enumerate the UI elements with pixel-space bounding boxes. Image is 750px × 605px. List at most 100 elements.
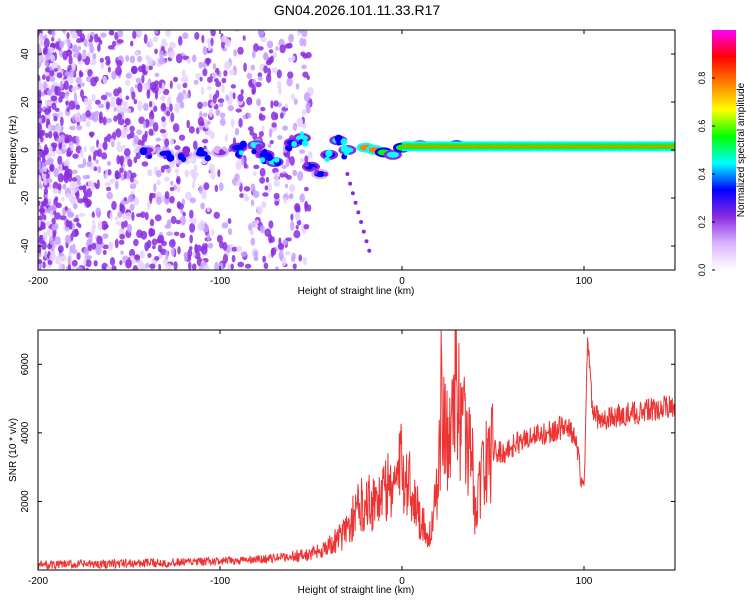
noise-speckle	[175, 53, 183, 64]
ridge-blob	[301, 139, 309, 147]
noise-speckle	[76, 266, 83, 270]
noise-speckle	[97, 220, 103, 231]
noise-speckle	[149, 263, 156, 269]
noise-speckle	[53, 167, 59, 178]
noise-speckle	[174, 103, 180, 113]
noise-speckle	[184, 169, 190, 178]
noise-speckle	[231, 254, 236, 263]
noise-speckle	[75, 104, 81, 110]
ridge-blob	[324, 156, 330, 162]
noise-speckle	[83, 97, 89, 106]
noise-speckle	[105, 118, 113, 124]
noise-speckle	[229, 90, 234, 99]
noise-speckle	[38, 252, 42, 258]
noise-speckle	[112, 40, 117, 47]
snr-plot-area	[38, 330, 675, 570]
noise-speckle	[145, 262, 150, 269]
noise-speckle	[208, 107, 214, 118]
noise-speckle	[94, 99, 101, 105]
noise-speckle	[156, 179, 161, 186]
noise-speckle	[105, 186, 112, 192]
noise-speckle	[205, 128, 212, 136]
noise-speckle	[75, 76, 82, 85]
colorbar-tick-label: 0.0	[697, 264, 707, 277]
noise-speckle	[168, 50, 176, 59]
noise-speckle	[123, 106, 128, 114]
noise-speckle	[217, 98, 225, 103]
noise-speckle	[189, 197, 197, 204]
noise-speckle	[246, 72, 253, 80]
noise-speckle	[99, 57, 104, 63]
noise-speckle	[218, 262, 224, 270]
noise-speckle	[166, 231, 173, 236]
noise-speckle	[97, 103, 105, 109]
noise-speckle	[71, 169, 78, 175]
noise-speckle	[203, 264, 210, 270]
noise-speckle	[93, 166, 98, 172]
noise-speckle	[154, 255, 160, 261]
noise-speckle	[51, 61, 59, 69]
noise-speckle	[263, 51, 269, 60]
noise-speckle	[164, 224, 172, 229]
noise-speckle	[61, 196, 65, 202]
noise-speckle	[125, 212, 132, 220]
colorbar-label: Normalized spectral amplitude	[736, 82, 747, 217]
noise-speckle	[50, 250, 54, 258]
noise-speckle	[263, 262, 269, 270]
noise-speckle	[212, 63, 217, 70]
noise-speckle	[63, 173, 69, 184]
noise-speckle	[88, 232, 93, 243]
noise-speckle	[73, 86, 80, 91]
noise-speckle	[134, 50, 140, 57]
noise-speckle	[44, 61, 49, 67]
noise-speckle	[284, 250, 291, 256]
noise-speckle	[91, 242, 97, 250]
noise-speckle	[109, 257, 116, 266]
noise-speckle	[122, 126, 129, 134]
spectrogram-y-tick-label: -40	[20, 238, 31, 253]
noise-speckle	[76, 30, 83, 37]
noise-speckle	[116, 59, 123, 68]
noise-speckle	[216, 234, 223, 243]
noise-speckle	[240, 251, 247, 258]
noise-speckle	[137, 55, 143, 63]
noise-speckle	[58, 262, 63, 270]
noise-speckle	[203, 182, 210, 191]
noise-speckle	[141, 161, 149, 167]
noise-speckle	[234, 30, 240, 33]
noise-speckle	[284, 43, 291, 49]
noise-speckle	[111, 70, 117, 80]
noise-speckle	[165, 250, 169, 260]
noise-speckle	[300, 51, 306, 57]
noise-speckle	[229, 69, 236, 76]
noise-speckle	[71, 177, 78, 182]
noise-speckle	[96, 235, 103, 245]
noise-speckle	[292, 263, 297, 270]
noise-speckle	[293, 202, 301, 212]
noise-speckle	[135, 152, 141, 160]
noise-speckle	[275, 266, 279, 270]
noise-speckle	[51, 36, 55, 42]
noise-speckle	[277, 242, 285, 250]
noise-speckle	[271, 122, 277, 128]
noise-speckle	[277, 135, 283, 140]
noise-speckle	[214, 184, 219, 193]
noise-speckle	[125, 72, 132, 79]
ridge-blob	[334, 134, 343, 143]
noise-speckle	[75, 190, 80, 200]
noise-speckle	[293, 98, 298, 105]
noise-speckle	[90, 111, 96, 121]
noise-speckle	[101, 220, 108, 231]
noise-speckle	[293, 230, 301, 239]
ridge-blob	[340, 138, 348, 145]
noise-speckle	[88, 41, 94, 48]
noise-speckle	[38, 122, 42, 133]
noise-speckle	[65, 91, 70, 96]
noise-speckle	[106, 191, 113, 200]
noise-speckle	[66, 49, 73, 57]
noise-speckle	[157, 234, 165, 243]
noise-speckle	[237, 261, 245, 268]
noise-speckle	[282, 239, 289, 246]
noise-speckle	[108, 241, 114, 251]
noise-speckle	[221, 35, 227, 43]
